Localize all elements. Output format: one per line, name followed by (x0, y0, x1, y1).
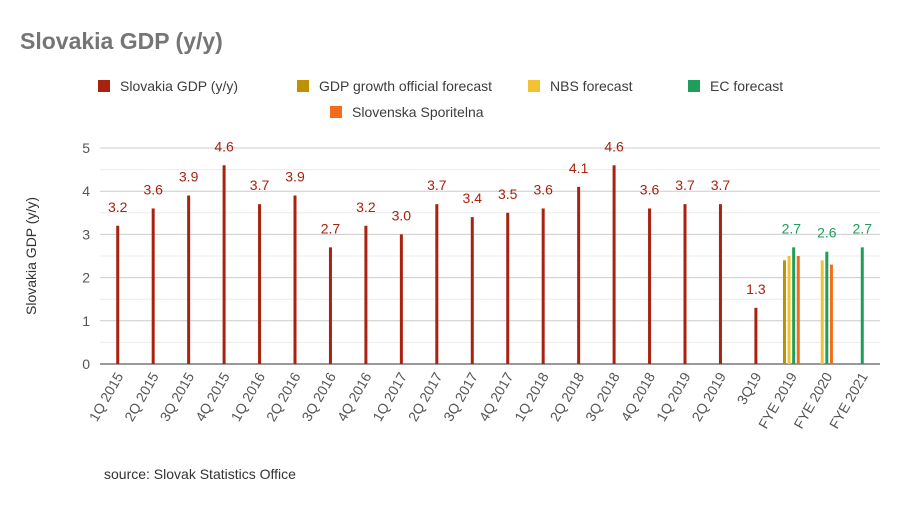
legend-swatch (98, 80, 110, 92)
legend-swatch (330, 106, 342, 118)
y-axis-title: Slovakia GDP (y/y) (23, 197, 39, 315)
bar (648, 208, 652, 364)
legend-label: NBS forecast (550, 78, 633, 94)
legend-label: GDP growth official forecast (319, 78, 492, 94)
legend-label: Slovenska Sporitelna (352, 104, 484, 120)
x-tick-label: 3Q19 (734, 369, 765, 407)
legend-item: NBS forecast (528, 78, 633, 94)
data-labels: 3.2 3.6 3.9 4.6 3.7 3.9 2.7 3.2 3.0 3.7 3.4 3.5 3.6 4… (108, 138, 872, 297)
y-tick-label: 3 (82, 226, 90, 242)
y-tick-label: 0 (82, 356, 90, 372)
legend-swatch (688, 80, 700, 92)
bar (718, 204, 722, 364)
data-label: 2.6 (817, 225, 837, 241)
y-tick-label: 4 (82, 183, 90, 199)
data-label: 4.6 (604, 138, 624, 154)
y-tick-label: 5 (82, 140, 90, 156)
chart-title: Slovakia GDP (y/y) (20, 28, 223, 54)
legend-label: EC forecast (710, 78, 783, 94)
legend-item: Slovenska Sporitelna (330, 104, 484, 120)
data-label: 2.7 (321, 220, 341, 236)
bar (820, 260, 824, 364)
legend-swatch (528, 80, 540, 92)
data-label: 3.7 (711, 177, 731, 193)
bar (222, 165, 226, 364)
bar (151, 208, 155, 364)
data-label: 3.9 (179, 169, 199, 185)
data-label: 3.7 (427, 177, 447, 193)
bar (825, 251, 829, 364)
data-label: 3.6 (533, 181, 553, 197)
legend: Slovakia GDP (y/y) GDP growth official fo… (98, 78, 783, 120)
bar (787, 256, 791, 364)
bar (796, 256, 800, 364)
data-label: 3.6 (143, 181, 163, 197)
data-label: 4.1 (569, 160, 589, 176)
bar (782, 260, 786, 364)
bar (116, 225, 120, 364)
grid-lines (100, 147, 880, 365)
data-label: 3.2 (356, 199, 376, 215)
data-label: 4.6 (214, 138, 234, 154)
bar (399, 234, 403, 364)
legend-label: Slovakia GDP (y/y) (120, 78, 238, 94)
bar (258, 204, 262, 364)
bar (577, 186, 581, 364)
data-label: 3.2 (108, 199, 128, 215)
bar (470, 217, 474, 364)
bars (116, 165, 864, 364)
data-label: 3.9 (285, 169, 305, 185)
bar (541, 208, 545, 364)
bar (754, 307, 758, 364)
y-tick-label: 1 (82, 313, 90, 329)
data-label: 2.7 (853, 220, 873, 236)
bar (187, 195, 191, 364)
bar (612, 165, 616, 364)
data-label: 3.0 (392, 207, 412, 223)
source-note: source: Slovak Statistics Office (104, 466, 296, 482)
data-label: 3.6 (640, 181, 660, 197)
x-tick-label: 2Q 2019 (688, 369, 729, 424)
legend-item: Slovakia GDP (y/y) (98, 78, 238, 94)
data-label: 1.3 (746, 281, 766, 297)
legend-item: EC forecast (688, 78, 783, 94)
y-tick-label: 2 (82, 270, 90, 286)
data-label: 3.4 (463, 190, 483, 206)
bar (506, 212, 510, 364)
legend-item: GDP growth official forecast (297, 78, 492, 94)
data-label: 3.7 (675, 177, 695, 193)
bar (293, 195, 297, 364)
legend-swatch (297, 80, 309, 92)
bar (435, 204, 439, 364)
bar (860, 247, 864, 364)
data-label: 3.7 (250, 177, 270, 193)
y-axis-ticks: 0 1 2 3 4 5 (82, 140, 90, 372)
bar (792, 247, 796, 364)
bar (364, 225, 368, 364)
data-label: 3.5 (498, 186, 518, 202)
bar (328, 247, 332, 364)
data-label: 2.7 (782, 220, 802, 236)
bar (829, 264, 833, 364)
bar (683, 204, 687, 364)
